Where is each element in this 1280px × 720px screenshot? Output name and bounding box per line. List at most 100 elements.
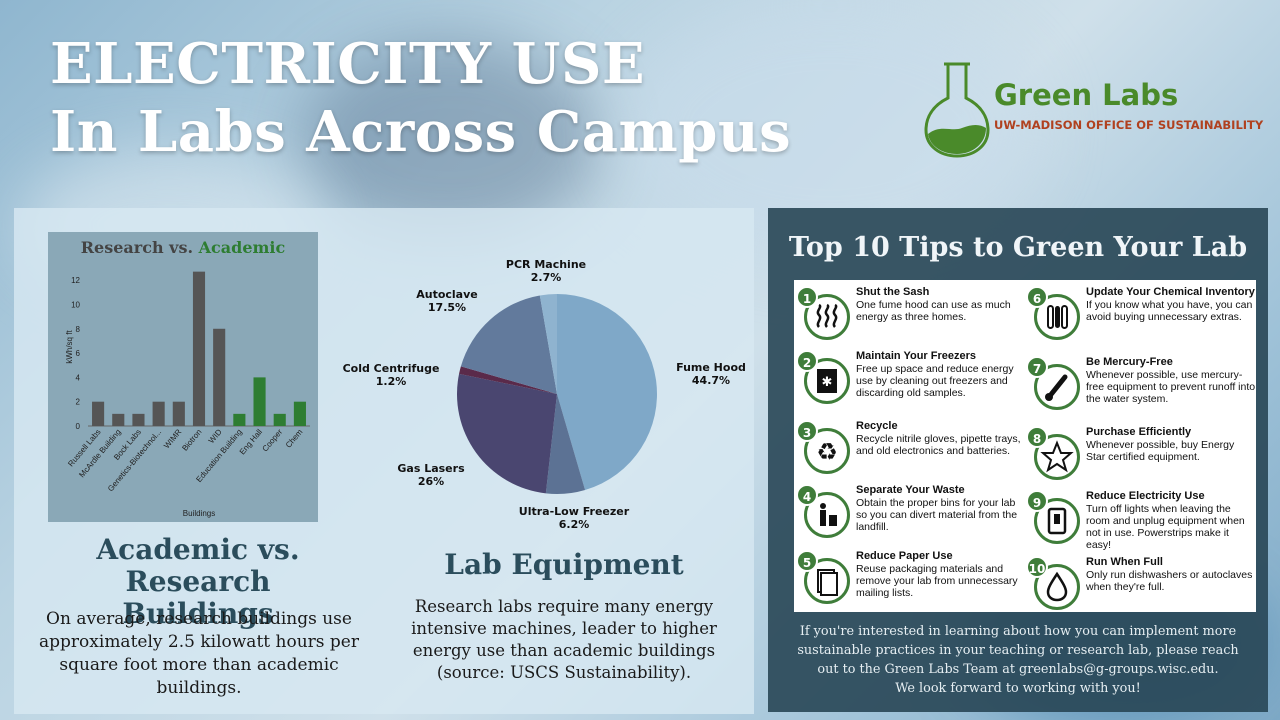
water-drop-icon bbox=[1034, 564, 1080, 610]
tip-item: 7 Be Mercury-Free Whenever possible, use… bbox=[1026, 356, 1255, 420]
academic-body: On average, research buildings use appro… bbox=[26, 608, 372, 700]
pie-label-pcr: PCR Machine 2.7% bbox=[498, 258, 594, 284]
contact-line: out to the Green Labs Team at greenlabs@… bbox=[817, 662, 1219, 677]
tip-item: 3 ♻ Recycle Recycle nitrile gloves, pipe… bbox=[796, 420, 1022, 484]
tip-title: Run When Full bbox=[1086, 556, 1163, 568]
contact-line: If you're interested in learning about h… bbox=[799, 624, 1237, 639]
page-title-line1: ELECTRICITY USE bbox=[50, 31, 646, 97]
tip-body: Free up space and reduce energy use by c… bbox=[856, 363, 1014, 399]
tip-item: 5 Reduce Paper Use Reuse packaging mater… bbox=[796, 550, 1022, 614]
contact-line: sustainable practices in your teaching o… bbox=[797, 643, 1239, 658]
pie-slice bbox=[557, 294, 657, 490]
x-axis-label: Buildings bbox=[183, 509, 215, 518]
pie-label-text: Cold Centrifuge bbox=[342, 362, 440, 375]
pie-label-value: 2.7% bbox=[530, 271, 562, 284]
pie-chart bbox=[457, 294, 657, 494]
pie-label-text: Fume Hood bbox=[676, 361, 746, 374]
y-tick-label: 10 bbox=[71, 300, 80, 309]
bar-chart-title-highlight: Academic bbox=[198, 238, 286, 257]
pie-slice bbox=[457, 373, 557, 494]
bar bbox=[152, 401, 165, 426]
bar bbox=[172, 401, 185, 426]
tip-title: Recycle bbox=[856, 420, 898, 432]
tip-number: 4 bbox=[796, 484, 818, 506]
tip-title: Update Your Chemical Inventory bbox=[1086, 286, 1255, 298]
tip-item: 8 Purchase Efficiently Whenever possible… bbox=[1026, 426, 1252, 490]
pie-label-value: 6.2% bbox=[558, 518, 590, 531]
pie-label-text: PCR Machine bbox=[505, 258, 587, 271]
bar bbox=[253, 377, 266, 426]
bar bbox=[233, 413, 246, 426]
pie-label-fume-hood: Fume Hood 44.7% bbox=[670, 361, 752, 387]
tip-title: Shut the Sash bbox=[856, 286, 930, 298]
bar bbox=[273, 413, 286, 426]
pie-label-text: Gas Lasers bbox=[397, 462, 465, 475]
tip-item: 10 Run When Full Only run dishwashers or… bbox=[1026, 556, 1252, 620]
equipment-body-line: (source: USCS Sustainability). bbox=[436, 663, 692, 682]
bar-chart-title-main: Research vs. bbox=[80, 238, 194, 257]
pie-slice bbox=[460, 295, 557, 394]
tip-body: Turn off lights when leaving the room an… bbox=[1086, 503, 1245, 551]
tip-body: If you know what you have, you can avoid… bbox=[1086, 299, 1253, 323]
svg-text:✱: ✱ bbox=[822, 375, 833, 390]
waste-bin-icon bbox=[804, 492, 850, 538]
pie-label-text: Autoclave bbox=[416, 288, 478, 301]
y-tick-label: 6 bbox=[76, 349, 81, 358]
y-tick-label: 12 bbox=[71, 276, 80, 285]
tip-number: 6 bbox=[1026, 286, 1048, 308]
equipment-body: Research labs require many energy intens… bbox=[394, 596, 734, 684]
equipment-heading: Lab Equipment bbox=[444, 548, 684, 581]
tip-body: Whenever possible, use mercury-free equi… bbox=[1086, 369, 1256, 405]
academic-body-line: buildings. bbox=[156, 678, 242, 698]
tip-number: 7 bbox=[1026, 356, 1048, 378]
tip-title: Be Mercury-Free bbox=[1086, 356, 1173, 368]
pie-label-autoclave: Autoclave 17.5% bbox=[404, 288, 490, 314]
pie-label-value: 44.7% bbox=[691, 374, 731, 387]
logo-name: Green Labs bbox=[994, 78, 1179, 112]
pie-label-value: 1.2% bbox=[375, 375, 407, 388]
tip-body: Reuse packaging materials and remove you… bbox=[856, 563, 1018, 599]
tip-body: One fume hood can use as much energy as … bbox=[856, 299, 1011, 323]
tip-number: 5 bbox=[796, 550, 818, 572]
green-labs-logo: Green Labs UW-MADISON OFFICE OF SUSTAINA… bbox=[922, 60, 1263, 160]
tip-title: Maintain Your Freezers bbox=[856, 350, 977, 362]
tip-body: Obtain the proper bins for your lab so y… bbox=[856, 497, 1018, 533]
y-tick-label: 4 bbox=[76, 373, 81, 382]
pie-slice bbox=[459, 366, 557, 394]
bar-chart-box: Research vs. Academic 0 2 4 6 8 10 12 kWh/sq ft… bbox=[48, 232, 318, 522]
tip-item: 4 Separate Your Waste Obtain the proper … bbox=[796, 484, 1022, 548]
tip-number: 1 bbox=[796, 286, 818, 308]
academic-body-line: On average, research buildings use bbox=[46, 609, 352, 629]
bar bbox=[192, 271, 206, 426]
academic-heading-line2: Buildings bbox=[122, 597, 274, 630]
tip-number: 3 bbox=[796, 420, 818, 442]
tip-title: Separate Your Waste bbox=[856, 484, 965, 496]
bar bbox=[112, 413, 125, 426]
academic-body-line: square foot more than academic bbox=[59, 655, 339, 675]
tip-body: Whenever possible, buy Energy Star certi… bbox=[1086, 439, 1235, 463]
tip-item: 1 Shut the Sash One fume hood can use as… bbox=[796, 286, 1022, 350]
tip-title: Purchase Efficiently bbox=[1086, 426, 1192, 438]
pie-slice bbox=[545, 394, 586, 494]
academic-body-line: approximately 2.5 kilowatt hours per bbox=[39, 632, 359, 652]
bar bbox=[213, 328, 226, 426]
bar bbox=[293, 401, 306, 426]
pie-label-cold-centrifuge: Cold Centrifuge 1.2% bbox=[338, 362, 444, 388]
page-title-line2: In Labs Across Campus bbox=[50, 99, 792, 165]
academic-heading-line1: Academic vs. Research bbox=[96, 533, 300, 598]
contact-line: We look forward to working with you! bbox=[895, 681, 1141, 696]
tips-title: Top 10 Tips to Green Your Lab bbox=[788, 232, 1248, 263]
tip-title: Reduce Electricity Use bbox=[1086, 490, 1205, 502]
svg-text:♻: ♻ bbox=[816, 438, 838, 466]
tips-box: 1 Shut the Sash One fume hood can use as… bbox=[794, 280, 1256, 612]
tip-number: 9 bbox=[1026, 490, 1048, 512]
equipment-body-line: energy use than academic buildings bbox=[412, 641, 716, 660]
pie-label-ultra-low-freezer: Ultra-Low Freezer 6.2% bbox=[518, 505, 630, 531]
tip-body: Only run dishwashers or autoclaves when … bbox=[1086, 569, 1253, 593]
pie-label-value: 26% bbox=[417, 475, 445, 488]
y-axis-label: kWh/sq ft bbox=[65, 330, 74, 364]
page-title: ELECTRICITY USE In Labs Across Campus bbox=[50, 30, 791, 166]
pie-label-gas-lasers: Gas Lasers 26% bbox=[388, 462, 474, 488]
academic-heading: Academic vs. Research Buildings bbox=[20, 534, 376, 630]
